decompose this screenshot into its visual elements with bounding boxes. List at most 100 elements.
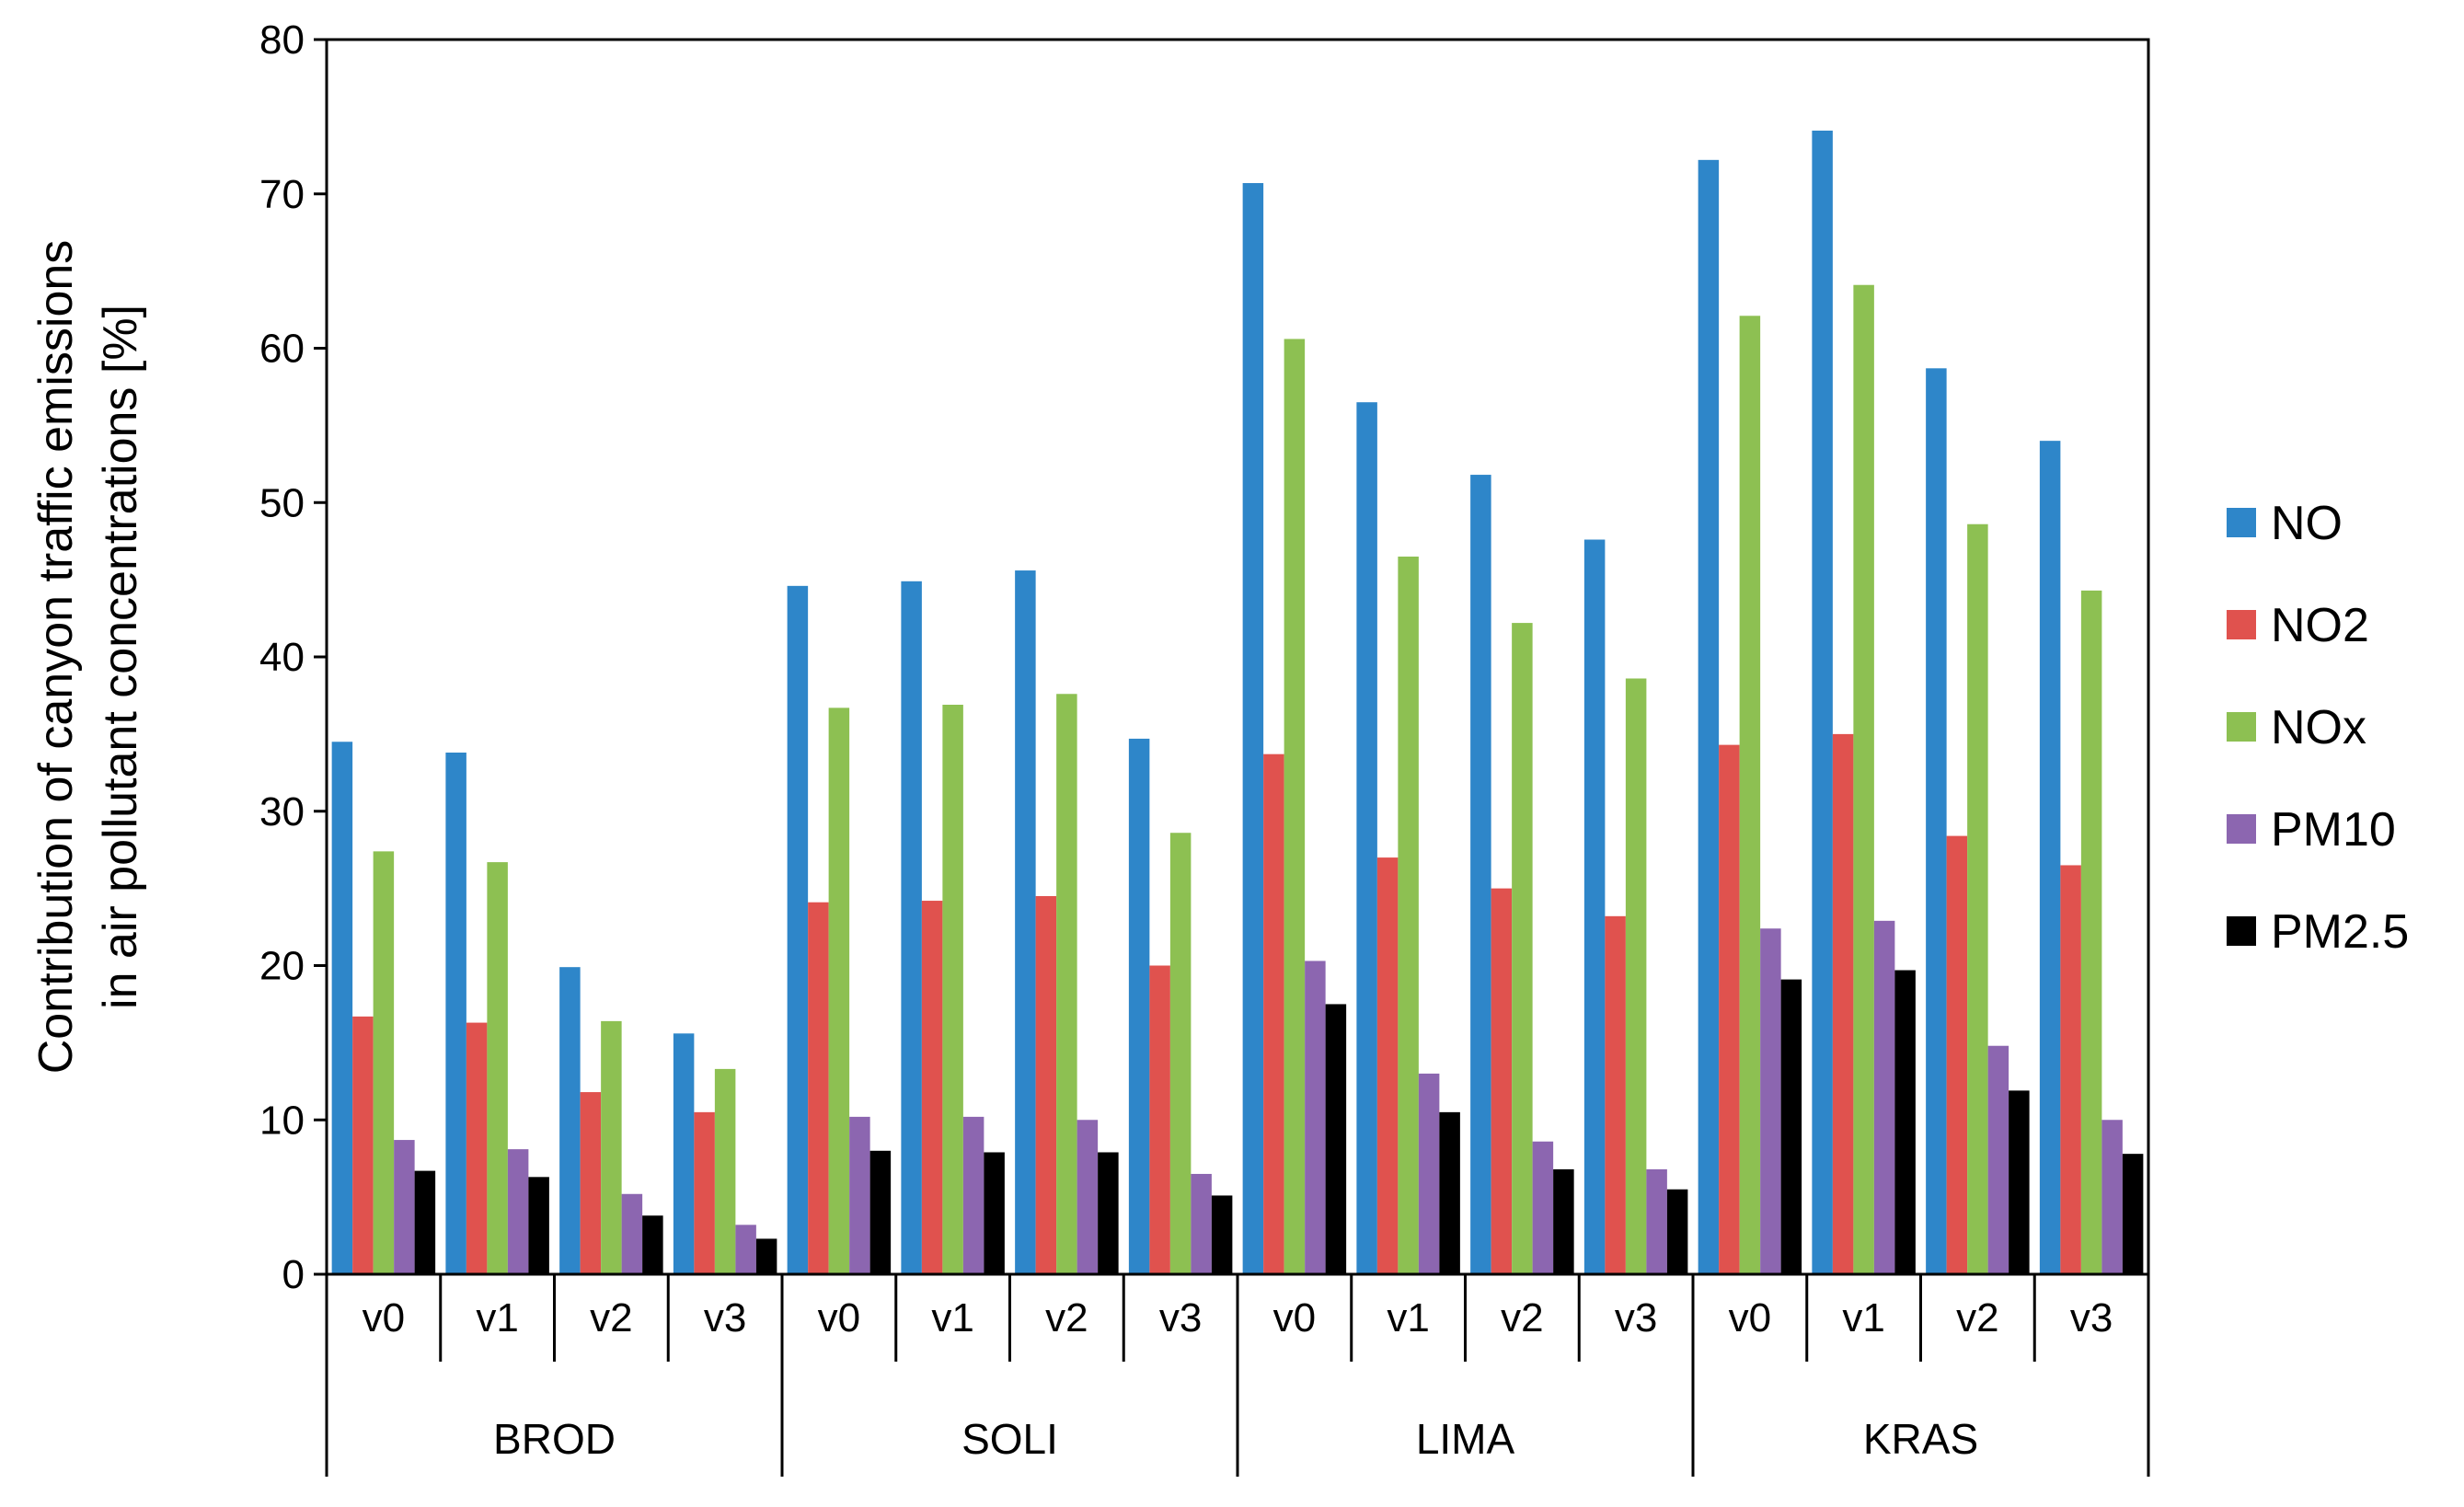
bar-no-soli-v0 — [787, 585, 809, 1274]
y-tick-label: 80 — [259, 17, 305, 63]
x-category-label: v0 — [1273, 1295, 1316, 1340]
bar-no2-lima-v0 — [1263, 754, 1284, 1274]
bar-pm25-lima-v2 — [1553, 1168, 1574, 1274]
bar-no-lima-v1 — [1356, 402, 1377, 1275]
bar-no2-brod-v0 — [352, 1016, 374, 1274]
x-category-label: v1 — [931, 1295, 973, 1340]
bar-no2-soli-v2 — [1035, 896, 1057, 1274]
bar-pm25-brod-v1 — [528, 1177, 549, 1274]
bar-nox-kras-v1 — [1853, 284, 1874, 1275]
bar-no-brod-v1 — [445, 753, 466, 1274]
bar-pm10-brod-v1 — [507, 1149, 529, 1274]
bars-layer — [331, 130, 2144, 1275]
bar-nox-kras-v3 — [2080, 590, 2102, 1274]
y-tick-label: 60 — [259, 327, 305, 372]
x-category-label: v2 — [1501, 1295, 1543, 1340]
bar-no-kras-v2 — [1926, 368, 1947, 1274]
bar-no-lima-v3 — [1583, 539, 1606, 1274]
bar-nox-soli-v2 — [1056, 694, 1077, 1274]
bar-nox-soli-v1 — [942, 705, 963, 1274]
bar-pm25-soli-v1 — [984, 1152, 1005, 1274]
bar-pm25-kras-v1 — [1894, 970, 1916, 1274]
bar-pm10-brod-v2 — [621, 1193, 643, 1274]
bar-pm25-soli-v2 — [1098, 1152, 1119, 1274]
bar-pm25-lima-v1 — [1439, 1111, 1460, 1274]
bar-no-kras-v1 — [1812, 130, 1833, 1275]
bar-no-soli-v2 — [1015, 570, 1036, 1274]
bar-nox-lima-v1 — [1398, 556, 1419, 1274]
legend-label: NO — [2271, 497, 2343, 550]
x-category-label: v1 — [476, 1295, 518, 1340]
bar-no-brod-v0 — [331, 742, 353, 1274]
x-group-label: BROD — [493, 1415, 616, 1463]
bar-no2-kras-v2 — [1946, 835, 1968, 1274]
x-category-label: v0 — [1729, 1295, 1771, 1340]
bar-no-brod-v2 — [559, 967, 581, 1274]
bar-pm10-lima-v0 — [1305, 961, 1326, 1274]
bar-nox-lima-v2 — [1512, 623, 1533, 1274]
bar-nox-soli-v3 — [1169, 833, 1192, 1274]
bar-pm10-soli-v0 — [849, 1116, 870, 1274]
y-tick-label: 30 — [259, 789, 305, 834]
bar-pm25-soli-v0 — [869, 1150, 892, 1274]
bar-no-lima-v2 — [1470, 475, 1491, 1274]
bar-nox-lima-v0 — [1284, 339, 1306, 1274]
bar-pm10-brod-v3 — [735, 1225, 756, 1274]
bar-pm25-brod-v2 — [642, 1215, 663, 1274]
x-category-label: v2 — [1956, 1295, 1998, 1340]
y-tick-label: 70 — [259, 172, 305, 217]
bar-pm25-soli-v3 — [1211, 1195, 1233, 1274]
bar-no2-soli-v0 — [808, 902, 829, 1274]
y-tick-label: 10 — [259, 1098, 305, 1143]
x-category-label: v2 — [1045, 1295, 1088, 1340]
bar-pm10-kras-v3 — [2101, 1120, 2123, 1274]
bar-pm25-kras-v2 — [2009, 1090, 2030, 1274]
bar-pm10-lima-v3 — [1646, 1168, 1667, 1274]
x-group-label: LIMA — [1416, 1415, 1515, 1463]
bar-pm25-kras-v3 — [2122, 1154, 2144, 1274]
bar-nox-kras-v2 — [1967, 523, 1988, 1274]
bar-nox-brod-v1 — [487, 862, 508, 1274]
bar-no2-lima-v1 — [1376, 857, 1399, 1274]
bar-no2-brod-v1 — [466, 1022, 488, 1274]
bar-nox-soli-v0 — [828, 707, 850, 1274]
bar-pm25-lima-v0 — [1325, 1004, 1347, 1274]
legend-label: NO2 — [2271, 599, 2369, 652]
x-category-label: v0 — [363, 1295, 405, 1340]
bar-no2-soli-v3 — [1149, 965, 1170, 1274]
y-tick-label: 20 — [259, 944, 305, 989]
bar-no-soli-v3 — [1128, 738, 1150, 1274]
legend-swatch-pm10 — [2227, 814, 2256, 844]
x-category-label: v3 — [1159, 1295, 1202, 1340]
bar-pm10-kras-v1 — [1873, 920, 1895, 1274]
bar-nox-lima-v3 — [1625, 678, 1647, 1274]
bar-pm10-brod-v0 — [394, 1140, 415, 1274]
legend-swatch-pm25 — [2227, 916, 2256, 946]
bar-no2-brod-v2 — [580, 1092, 602, 1274]
bar-nox-brod-v0 — [373, 851, 395, 1274]
legend-swatch-nox — [2227, 712, 2256, 742]
y-ticks-layer: 0 10 20 30 40 50 60 70 80 — [259, 17, 327, 1297]
legend: NO NO2 NOx PM10 PM2.5 — [2227, 497, 2409, 959]
bar-no-soli-v1 — [901, 581, 922, 1274]
bar-nox-brod-v2 — [601, 1020, 622, 1274]
y-axis-title-line-2: in air pollutant concentrations [%] — [94, 305, 147, 1009]
bar-no-kras-v3 — [2039, 441, 2061, 1274]
bar-nox-brod-v3 — [714, 1068, 736, 1274]
x-category-label: v0 — [818, 1295, 860, 1340]
bar-no2-kras-v3 — [2060, 865, 2081, 1274]
y-tick-label: 0 — [282, 1252, 305, 1297]
legend-label: NOx — [2271, 701, 2366, 754]
bar-no2-lima-v3 — [1605, 915, 1626, 1274]
bar-pm10-soli-v3 — [1191, 1173, 1212, 1274]
bar-pm10-lima-v1 — [1418, 1073, 1440, 1274]
legend-label: PM10 — [2271, 803, 2396, 857]
bar-no-lima-v0 — [1242, 183, 1264, 1274]
legend-swatch-no — [2227, 508, 2256, 537]
bar-no2-lima-v2 — [1491, 888, 1513, 1275]
bar-pm10-kras-v0 — [1760, 928, 1781, 1274]
x-category-label: v1 — [1842, 1295, 1884, 1340]
bar-pm10-soli-v1 — [962, 1116, 984, 1274]
bar-nox-kras-v0 — [1739, 316, 1761, 1274]
bar-no2-soli-v1 — [921, 901, 943, 1274]
